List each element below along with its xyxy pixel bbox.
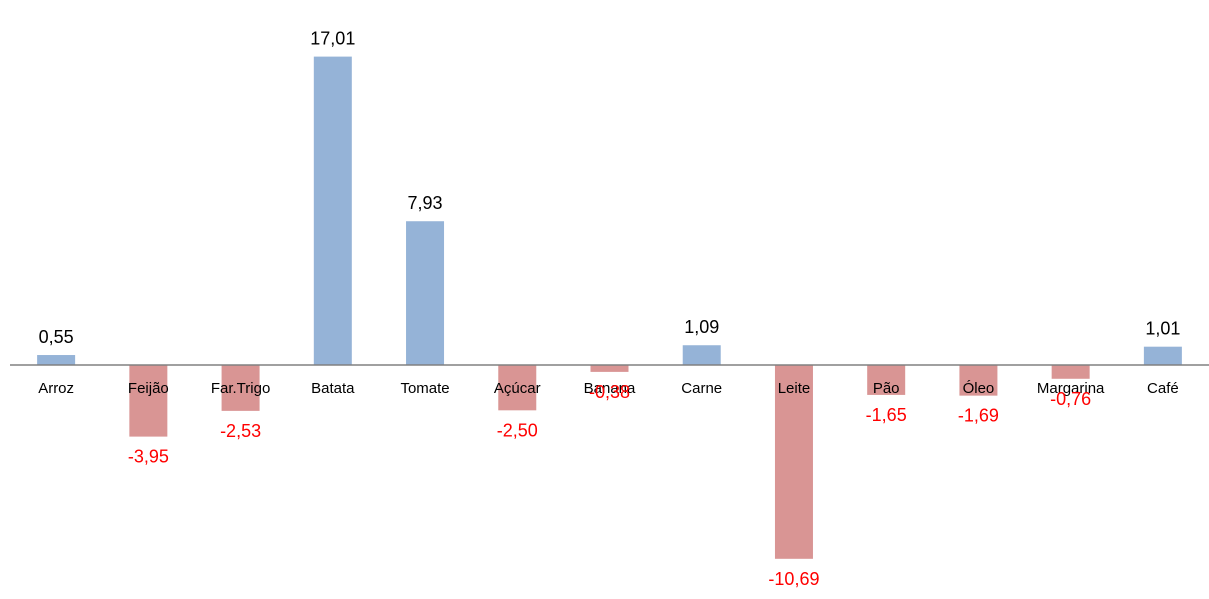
category-label: Leite (778, 380, 811, 397)
bar-óleo (959, 365, 998, 396)
category-label: Far.Trigo (211, 380, 270, 397)
data-label: -2,50 (497, 420, 538, 440)
bar-açúcar (498, 365, 537, 411)
data-label: 1,09 (684, 317, 719, 337)
data-label: -0,76 (1050, 389, 1091, 409)
value-labels: 0,55 -3,95 -2,53 17,01 7,93 -2,50 -0,38 1,09 -10… (39, 29, 1181, 589)
category-label: Carne (681, 380, 722, 397)
category-label: Arroz (38, 380, 74, 397)
category-labels: Arroz Feijão Far.Trigo Batata Tomate Açúcar Ba… (38, 380, 1179, 397)
bar-carne (682, 345, 721, 365)
data-label: -1,69 (958, 406, 999, 426)
bar-banana (590, 365, 629, 372)
bar-feijão (129, 365, 168, 437)
data-label: -1,65 (866, 405, 907, 425)
bar-café (1143, 346, 1182, 365)
data-label: 17,01 (310, 29, 355, 49)
bar-batata (313, 56, 352, 366)
bars-layer (37, 56, 1182, 559)
category-label: Banana (584, 380, 636, 397)
bar-leite (774, 365, 813, 559)
bar-arroz (37, 355, 76, 365)
category-label: Pão (873, 380, 900, 397)
data-label: -3,95 (128, 447, 169, 467)
bar-pão (867, 365, 906, 395)
bar-far-trigo (221, 365, 260, 411)
data-label: 0,55 (39, 327, 74, 347)
category-label: Açúcar (494, 380, 541, 397)
data-label: 7,93 (408, 193, 443, 213)
category-label: Café (1147, 380, 1179, 397)
category-label: Tomate (400, 380, 449, 397)
data-label: 1,01 (1145, 319, 1180, 339)
category-label: Margarina (1037, 380, 1105, 397)
data-label: -2,53 (220, 421, 261, 441)
data-label: -10,69 (768, 569, 819, 589)
bar-margarina (1051, 365, 1090, 379)
data-label: -0,38 (589, 382, 630, 402)
category-label: Batata (311, 380, 355, 397)
bar-tomate (406, 221, 445, 365)
category-label: Feijão (128, 380, 169, 397)
category-label: Óleo (963, 380, 995, 397)
